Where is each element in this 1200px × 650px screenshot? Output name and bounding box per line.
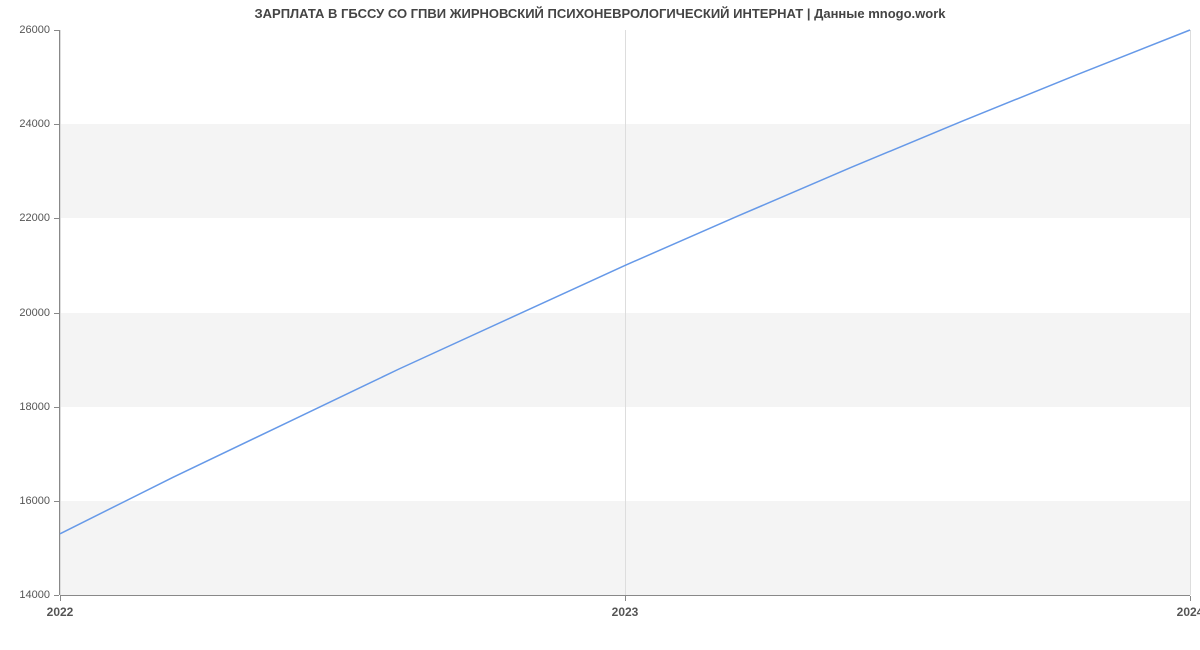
- y-tick: [54, 501, 59, 502]
- series-layer: [60, 30, 1190, 595]
- x-tick: [1190, 596, 1191, 601]
- y-tick: [54, 313, 59, 314]
- y-tick: [54, 595, 59, 596]
- y-tick-label: 22000: [10, 212, 50, 224]
- x-gridline: [1190, 30, 1191, 595]
- x-tick: [60, 596, 61, 601]
- series-line: [60, 30, 1190, 534]
- y-tick: [54, 30, 59, 31]
- chart-title: ЗАРПЛАТА В ГБССУ СО ГПВИ ЖИРНОВСКИЙ ПСИХ…: [0, 6, 1200, 21]
- y-tick-label: 14000: [10, 589, 50, 601]
- y-tick-label: 24000: [10, 118, 50, 130]
- x-tick-label: 2024: [1177, 605, 1200, 619]
- x-tick: [625, 596, 626, 601]
- y-tick: [54, 218, 59, 219]
- y-tick-label: 18000: [10, 401, 50, 413]
- plot-area: 1400016000180002000022000240002600020222…: [60, 30, 1190, 595]
- y-tick-label: 26000: [10, 24, 50, 36]
- x-tick-label: 2022: [47, 605, 74, 619]
- y-tick: [54, 124, 59, 125]
- y-tick-label: 20000: [10, 307, 50, 319]
- y-tick: [54, 407, 59, 408]
- salary-line-chart: ЗАРПЛАТА В ГБССУ СО ГПВИ ЖИРНОВСКИЙ ПСИХ…: [0, 0, 1200, 650]
- x-tick-label: 2023: [612, 605, 639, 619]
- y-tick-label: 16000: [10, 495, 50, 507]
